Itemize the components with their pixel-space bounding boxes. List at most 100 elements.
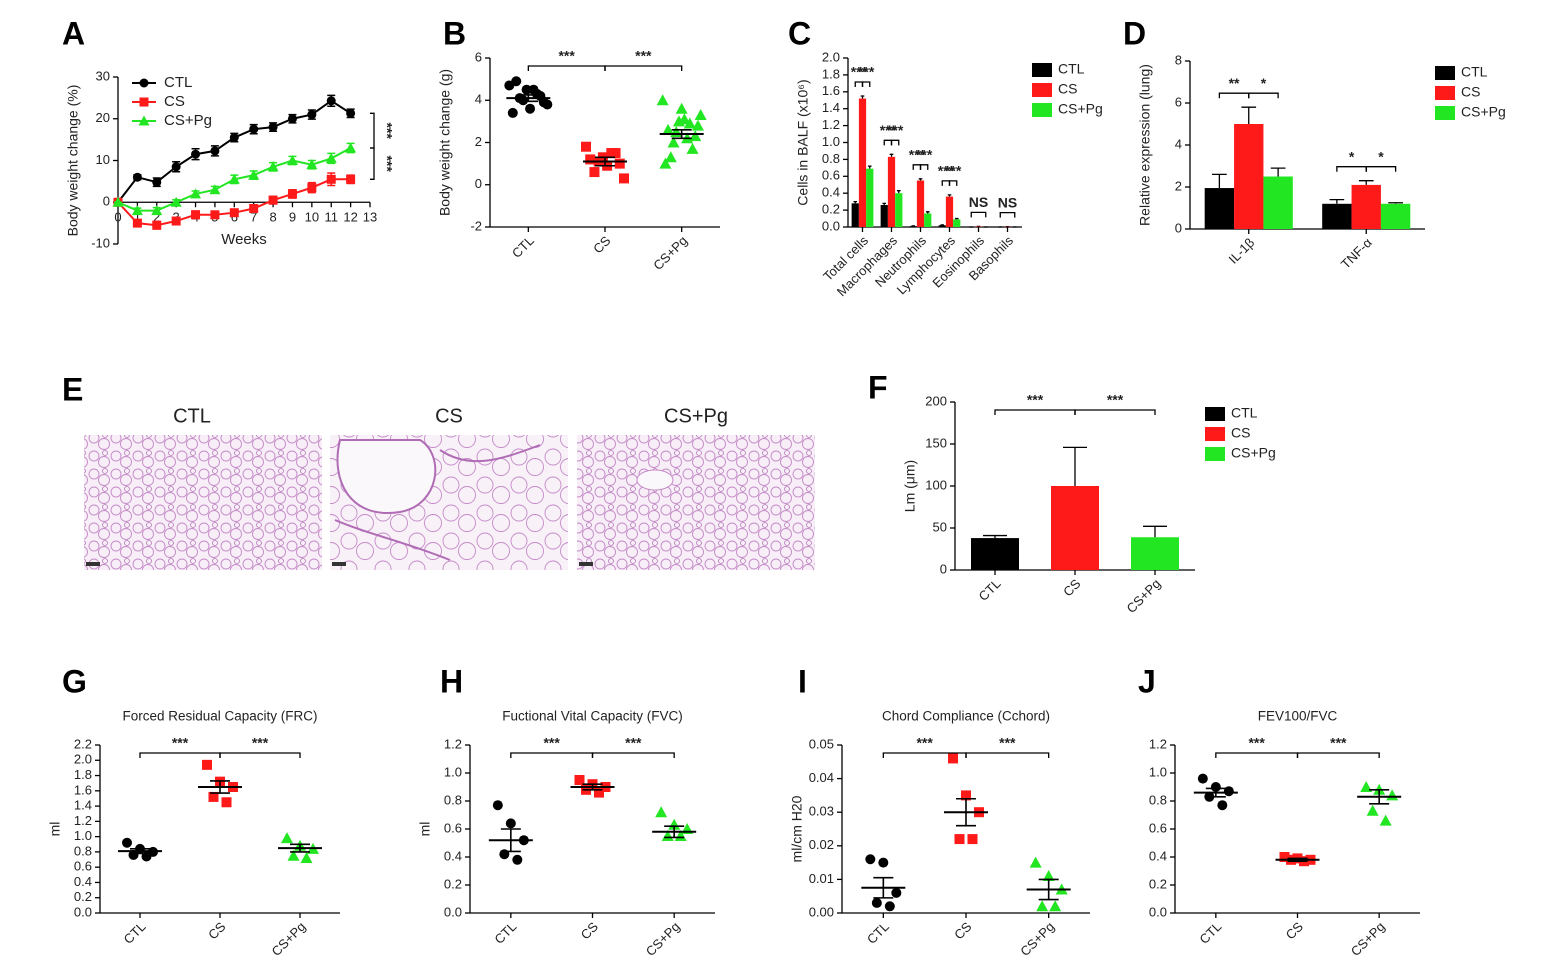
x-tick-label: CS (951, 919, 975, 943)
marker (1386, 789, 1399, 801)
error-bar (1329, 198, 1345, 204)
marker (249, 204, 259, 214)
marker (209, 184, 221, 195)
x-tick-label: IL-1β (1226, 235, 1258, 267)
error-bar (1270, 167, 1286, 177)
error-bar (918, 178, 923, 181)
error-bar (1212, 173, 1227, 189)
error-bar (1388, 202, 1403, 204)
y-tick-label: 0 (475, 176, 482, 191)
y-tick-label: 1.2 (74, 813, 92, 828)
x-tick-label: 12 (343, 210, 357, 225)
histology-image (577, 435, 815, 570)
marker (171, 162, 181, 172)
y-axis-label: Body weight change (g) (437, 69, 453, 216)
marker (229, 208, 239, 218)
legend-label: CTL (1231, 405, 1258, 421)
error-bar (889, 153, 894, 157)
significance-label: *** (999, 735, 1016, 751)
bar (1204, 188, 1235, 229)
y-tick-label: 1.6 (74, 782, 92, 797)
x-tick-label: CS+Pg (1124, 576, 1164, 616)
y-tick-label: 0.01 (809, 871, 834, 886)
x-tick-label: 1 (134, 210, 141, 225)
panel-letter: J (1138, 663, 1156, 699)
legend-label: CS (1231, 425, 1250, 441)
significance-label: * (1349, 148, 1355, 164)
marker (128, 849, 139, 860)
panel-letter: F (868, 369, 888, 405)
marker (229, 133, 239, 143)
panel-letter: G (62, 663, 87, 699)
y-tick-label: 10 (96, 152, 110, 167)
x-tick-label: CTL (121, 919, 149, 947)
significance-label: *** (1107, 392, 1124, 408)
marker (961, 790, 971, 801)
y-tick-label: 200 (925, 393, 947, 408)
marker (268, 122, 278, 132)
marker (521, 84, 532, 95)
x-tick-label: CS (590, 233, 614, 257)
marker (606, 148, 617, 159)
marker (694, 109, 707, 121)
chart-title: Forced Residual Capacity (FRC) (122, 709, 317, 724)
y-tick-label: 4 (475, 92, 482, 107)
marker (346, 174, 356, 184)
x-tick-label: CTL (509, 233, 537, 261)
x-tick-label: 11 (324, 210, 338, 225)
y-tick-label: 0.4 (1149, 848, 1167, 863)
error-bar (1241, 106, 1257, 124)
legend-swatch (1032, 63, 1052, 77)
marker (132, 218, 142, 228)
significance-label: * (1378, 148, 1384, 164)
marker (659, 157, 672, 169)
significance-label: *** (858, 64, 875, 80)
y-tick-label: 0.6 (74, 859, 92, 874)
y-tick-label: 0.02 (809, 837, 834, 852)
bar (1322, 203, 1352, 229)
x-tick-label: CTL (491, 919, 519, 947)
legend-label: CS+Pg (1058, 101, 1103, 117)
legend-swatch (1205, 447, 1225, 461)
y-tick-label: 50 (933, 519, 947, 534)
legend-label: CS (164, 93, 185, 110)
marker (1217, 800, 1228, 811)
y-tick-label: 1.8 (822, 66, 840, 81)
sem-bar (500, 828, 521, 853)
marker (307, 110, 317, 120)
y-tick-label: 0.03 (809, 804, 834, 819)
significance-bracket (1336, 166, 1367, 172)
bar (851, 203, 859, 227)
marker (865, 854, 876, 865)
bar (953, 219, 961, 227)
x-tick-label: CS+Pg (643, 919, 683, 959)
y-tick-label: 1.4 (74, 798, 92, 813)
y-tick-label: 0.2 (74, 889, 92, 904)
y-tick-label: 0.4 (822, 185, 840, 200)
marker (1197, 773, 1208, 784)
marker (878, 857, 889, 868)
bar (971, 538, 1019, 570)
error-bar (1358, 180, 1374, 185)
y-tick-label: 0.0 (444, 904, 462, 919)
significance-bracket (890, 139, 900, 146)
y-tick-label: 2 (475, 134, 482, 149)
significance-bracket (941, 180, 951, 186)
legend-label: CTL (1461, 64, 1488, 80)
error-bar (860, 95, 865, 99)
y-tick-label: 0.0 (1149, 904, 1167, 919)
significance-label: *** (851, 64, 868, 80)
bar (938, 225, 946, 227)
marker (1366, 804, 1379, 816)
y-tick-label: 1.8 (74, 767, 92, 782)
bar (1051, 486, 1099, 570)
sem-bar (873, 876, 894, 899)
marker (661, 830, 674, 841)
y-axis-label: ml/cm H20 (789, 795, 805, 862)
marker (346, 108, 356, 118)
image-title: CS+Pg (664, 405, 728, 427)
y-tick-label: 100 (925, 477, 947, 492)
significance-label: ** (1229, 75, 1240, 91)
significance-bracket (994, 409, 1076, 415)
y-tick-label: 0.2 (1149, 876, 1167, 891)
